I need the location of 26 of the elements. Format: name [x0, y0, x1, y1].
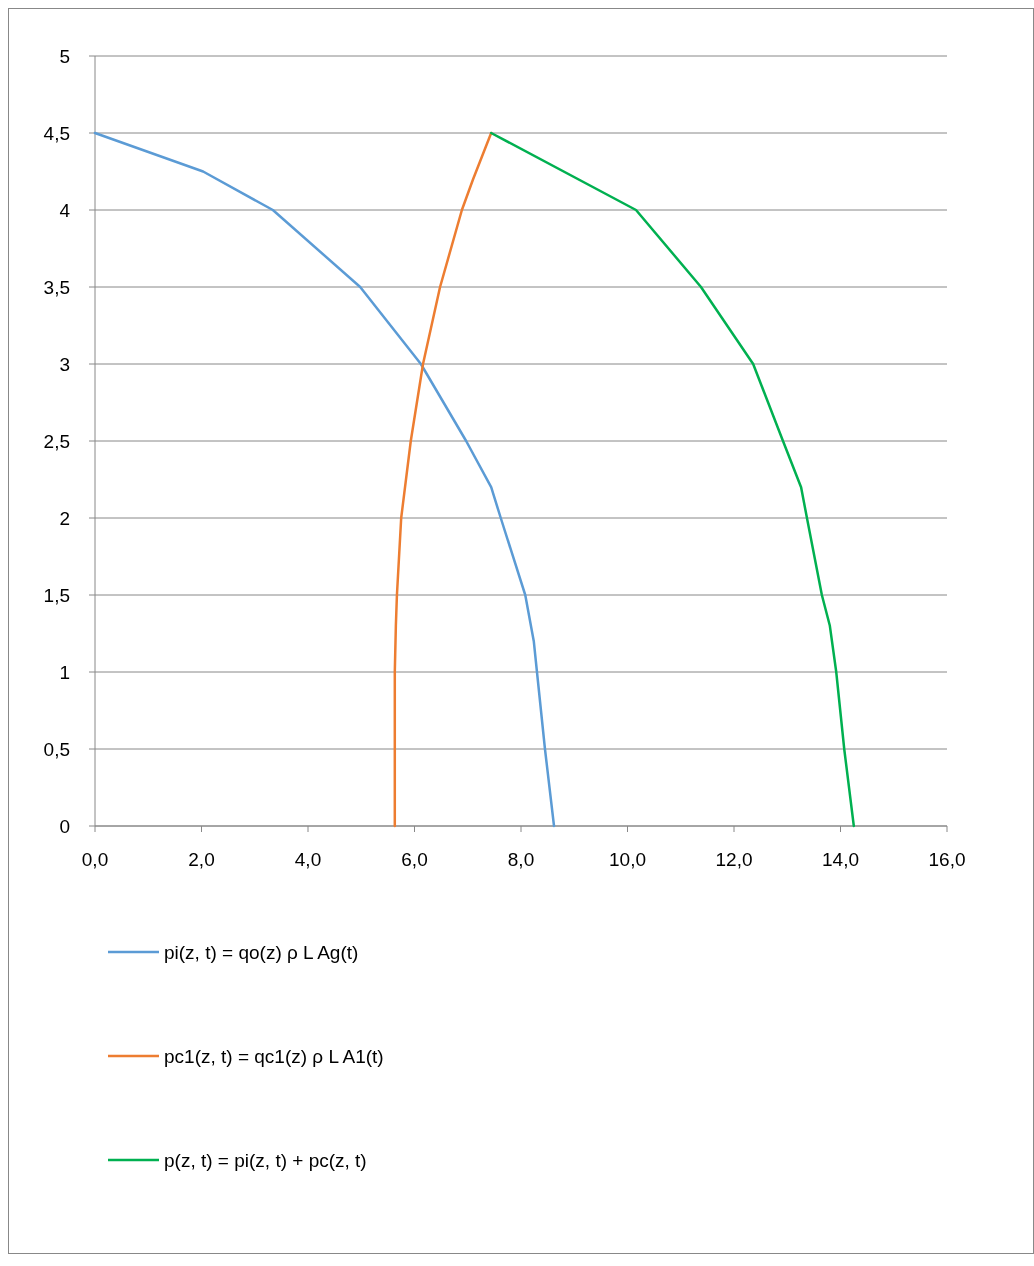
y-tick-label: 4	[59, 199, 71, 221]
y-tick-label: 3,5	[43, 276, 70, 298]
x-tick-label: 12,0	[715, 849, 753, 870]
y-tick-label: 4,5	[43, 122, 70, 144]
y-tick-label: 1,5	[43, 584, 70, 606]
line-series	[93, 131, 556, 828]
y-tick-label: 2	[59, 507, 70, 529]
y-tick-label: 5	[59, 45, 70, 67]
x-tick-label: 4,0	[294, 849, 322, 870]
legend-label: pc1(z, t) = qc1(z) ρ L A1(t)	[164, 1045, 384, 1067]
x-tick-label: 16,0	[928, 849, 966, 870]
line-series	[489, 131, 856, 828]
y-tick-label: 2,5	[43, 430, 70, 452]
x-tick-label: 6,0	[401, 849, 428, 870]
x-tick-label: 0,0	[81, 849, 109, 870]
x-tick-label: 2,0	[188, 849, 215, 870]
legend-label: pi(z, t) = qo(z) ρ L Ag(t)	[164, 941, 359, 963]
line-series	[393, 131, 493, 828]
x-tick-label: 8,0	[507, 849, 535, 870]
legend-label: p(z, t) = pi(z, t) + pc(z, t)	[164, 1149, 367, 1171]
y-tick-label: 0,5	[43, 738, 70, 760]
y-tick-label: 0	[59, 815, 70, 837]
x-tick-label: 10,0	[609, 849, 646, 870]
y-tick-label: 3	[59, 353, 70, 375]
x-tick-label: 14,0	[822, 849, 859, 870]
y-tick-label: 1	[59, 661, 70, 683]
